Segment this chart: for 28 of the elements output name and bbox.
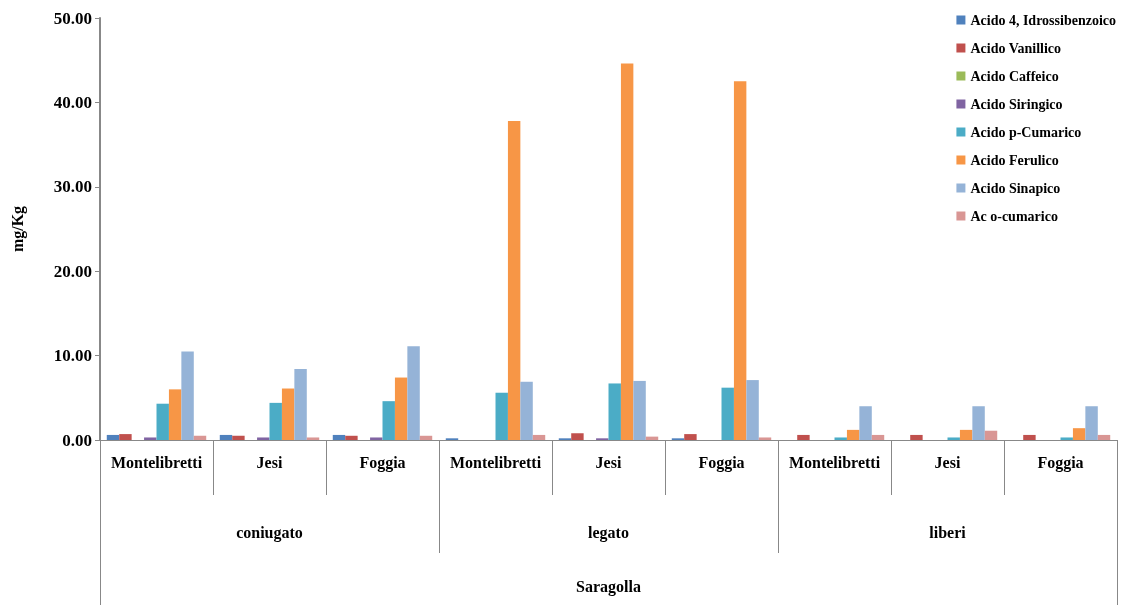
legend-label: Ac o-cumarico: [970, 208, 1058, 224]
x-tick-label: Foggia: [359, 453, 406, 472]
legend-label: Acido Sinapico: [970, 180, 1061, 196]
y-tick-label: 50.00: [53, 8, 92, 28]
y-tick-label: 40.00: [53, 92, 92, 112]
legend-label: Acido Vanillico: [970, 40, 1062, 56]
x-tick-label: Foggia: [698, 453, 745, 472]
x-tick-label: Montelibretti: [110, 453, 203, 471]
text: Saragolla: [576, 577, 641, 596]
y-tick-label: 0.00: [62, 430, 92, 450]
x-tick-label: Montelibretti: [788, 453, 881, 471]
text: coniugato: [236, 523, 303, 542]
x-tick-label: Montelibretti: [449, 453, 542, 471]
legend-label: Acido p-Cumarico: [970, 124, 1082, 140]
legend-label: Acido Ferulico: [970, 152, 1059, 168]
x-tick-label: Jesi: [256, 453, 283, 471]
text: legato: [588, 523, 629, 542]
y-axis-title: mg/Kg: [8, 205, 27, 253]
legend-label: Acido Caffeico: [970, 68, 1059, 84]
x-tick-label: Foggia: [1037, 453, 1084, 472]
legend-label: Acido Siringico: [970, 96, 1063, 112]
legend-label: Acido 4, Idrossibenzoico: [970, 12, 1117, 28]
x-tick-label: Jesi: [595, 453, 622, 471]
y-tick-label: 10.00: [53, 346, 92, 366]
text: liberi: [929, 523, 967, 541]
y-tick-label: 20.00: [53, 261, 92, 281]
y-tick-label: 30.00: [53, 177, 92, 197]
x-tick-label: Jesi: [934, 453, 961, 471]
